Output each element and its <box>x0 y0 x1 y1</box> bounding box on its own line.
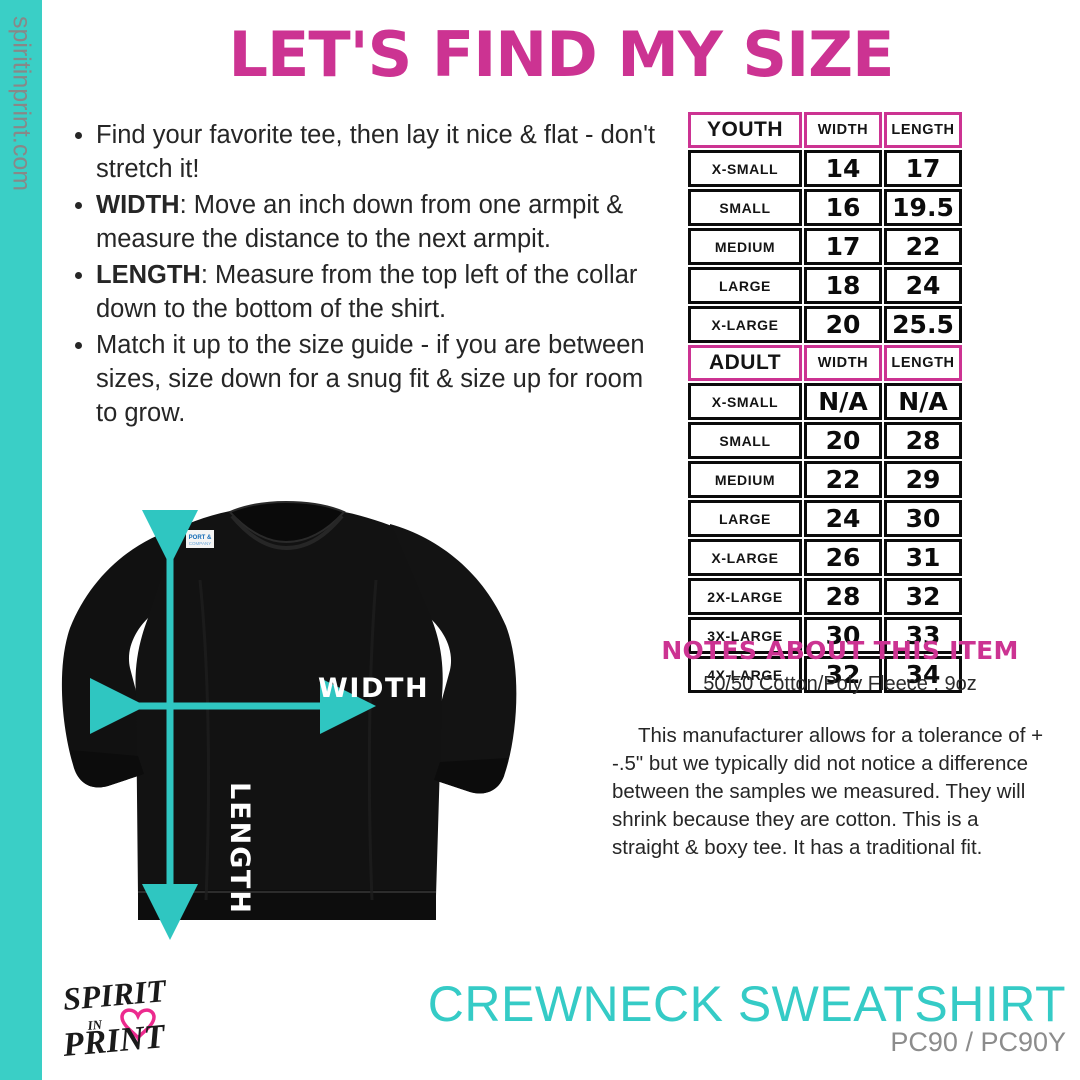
table-header-row-adult: ADULT WIDTH LENGTH <box>688 345 962 381</box>
width-value: 20 <box>804 422 882 459</box>
table-row: X-SMALL N/A N/A <box>688 383 962 420</box>
website-url: spiritinprint.com <box>0 16 42 316</box>
width-value: 28 <box>804 578 882 615</box>
table-row: 4X-LARGE 32 34 <box>688 656 962 693</box>
size-label: 4X-LARGE <box>688 656 802 693</box>
website-url-text: spiritinprint.com <box>7 16 36 192</box>
section-title-youth: YOUTH <box>688 112 802 148</box>
table-row: LARGE 18 24 <box>688 267 962 304</box>
size-label: X-SMALL <box>688 150 802 187</box>
fabric-spec: 50/50 Cotton/Poly Fleece : 9oz <box>703 673 977 695</box>
length-value: 17 <box>884 150 962 187</box>
width-value: 17 <box>804 228 882 265</box>
width-value: N/A <box>804 383 882 420</box>
table-row: LARGE 24 30 <box>688 500 962 537</box>
heart-icon <box>120 1008 156 1042</box>
table-row: MEDIUM 22 29 <box>688 461 962 498</box>
instruction-text: : Move an inch down from one armpit & me… <box>96 191 624 253</box>
length-value: 31 <box>884 539 962 576</box>
width-value: 20 <box>804 306 882 343</box>
size-label: X-SMALL <box>688 383 802 420</box>
instructions-list: Find your favorite tee, then lay it nice… <box>68 118 668 432</box>
size-chart-table: YOUTH WIDTH LENGTH X-SMALL 14 17 SMALL 1… <box>686 110 964 695</box>
list-item: LENGTH: Measure from the top left of the… <box>96 258 668 326</box>
width-value: 30 <box>804 617 882 654</box>
instruction-text: Find your favorite tee, then lay it nice… <box>96 121 656 183</box>
notes-heading: NOTES ABOUT THIS ITEM <box>661 636 1019 665</box>
svg-text:COMPANY: COMPANY <box>189 541 211 546</box>
length-value: 34 <box>884 656 962 693</box>
length-value: 25.5 <box>884 306 962 343</box>
table-row: X-LARGE 20 25.5 <box>688 306 962 343</box>
brand-logo[interactable]: SPIRIT IN PRINT <box>62 972 192 1067</box>
instructions-ul: Find your favorite tee, then lay it nice… <box>68 118 668 430</box>
table-row: X-SMALL 14 17 <box>688 150 962 187</box>
length-value: 29 <box>884 461 962 498</box>
table-row: X-LARGE 26 31 <box>688 539 962 576</box>
length-measurement-label: LENGTH <box>224 782 255 915</box>
instruction-text: Match it up to the size guide - if you a… <box>96 331 645 427</box>
width-value: 16 <box>804 189 882 226</box>
length-value: N/A <box>884 383 962 420</box>
instruction-keyword: LENGTH <box>96 261 201 289</box>
size-label: LARGE <box>688 500 802 537</box>
logo-text-spirit: SPIRIT <box>62 972 169 1017</box>
svg-text:PORT &: PORT & <box>189 535 212 541</box>
length-value: 28 <box>884 422 962 459</box>
product-name: CREWNECK SWEATSHIRT <box>427 976 1066 1032</box>
size-label: MEDIUM <box>688 228 802 265</box>
logo-text-print: PRINT <box>62 1018 168 1064</box>
notes-body-text: This manufacturer allows for a tolerance… <box>612 724 1044 859</box>
table-row: 2X-LARGE 28 32 <box>688 578 962 615</box>
length-value: 30 <box>884 500 962 537</box>
width-value: 32 <box>804 656 882 693</box>
table-header-row-youth: YOUTH WIDTH LENGTH <box>688 112 962 148</box>
width-value: 24 <box>804 500 882 537</box>
list-item: WIDTH: Move an inch down from one armpit… <box>96 188 668 256</box>
product-code: PC90 / PC90Y <box>890 1027 1066 1057</box>
size-label: LARGE <box>688 267 802 304</box>
size-label: SMALL <box>688 189 802 226</box>
table-row: 3X-LARGE 30 33 <box>688 617 962 654</box>
column-header-width: WIDTH <box>804 345 882 381</box>
width-value: 18 <box>804 267 882 304</box>
brand-sidebar: spiritinprint.com <box>0 0 42 1080</box>
instruction-text: : Measure from the top left of the colla… <box>96 261 638 323</box>
column-header-length: LENGTH <box>884 345 962 381</box>
size-label: X-LARGE <box>688 306 802 343</box>
length-value: 19.5 <box>884 189 962 226</box>
page-title: LET'S FIND MY SIZE <box>228 18 895 91</box>
column-header-width: WIDTH <box>804 112 882 148</box>
list-item: Find your favorite tee, then lay it nice… <box>96 118 668 186</box>
length-value: 24 <box>884 267 962 304</box>
instruction-keyword: WIDTH <box>96 191 180 219</box>
table-row: SMALL 16 19.5 <box>688 189 962 226</box>
width-value: 14 <box>804 150 882 187</box>
logo-text-in: IN <box>86 1017 103 1033</box>
length-value: 22 <box>884 228 962 265</box>
size-label: MEDIUM <box>688 461 802 498</box>
column-header-length: LENGTH <box>884 112 962 148</box>
measurement-arrows <box>90 510 376 940</box>
sweatshirt-diagram: PORT & COMPANY <box>60 500 640 950</box>
length-value: 33 <box>884 617 962 654</box>
size-label: 3X-LARGE <box>688 617 802 654</box>
list-item: Match it up to the size guide - if you a… <box>96 328 668 430</box>
table-row: MEDIUM 17 22 <box>688 228 962 265</box>
width-measurement-label: WIDTH <box>318 673 430 704</box>
table-row: SMALL 20 28 <box>688 422 962 459</box>
size-label: SMALL <box>688 422 802 459</box>
size-label: 2X-LARGE <box>688 578 802 615</box>
section-title-adult: ADULT <box>688 345 802 381</box>
width-value: 26 <box>804 539 882 576</box>
length-value: 32 <box>884 578 962 615</box>
size-label: X-LARGE <box>688 539 802 576</box>
width-value: 22 <box>804 461 882 498</box>
